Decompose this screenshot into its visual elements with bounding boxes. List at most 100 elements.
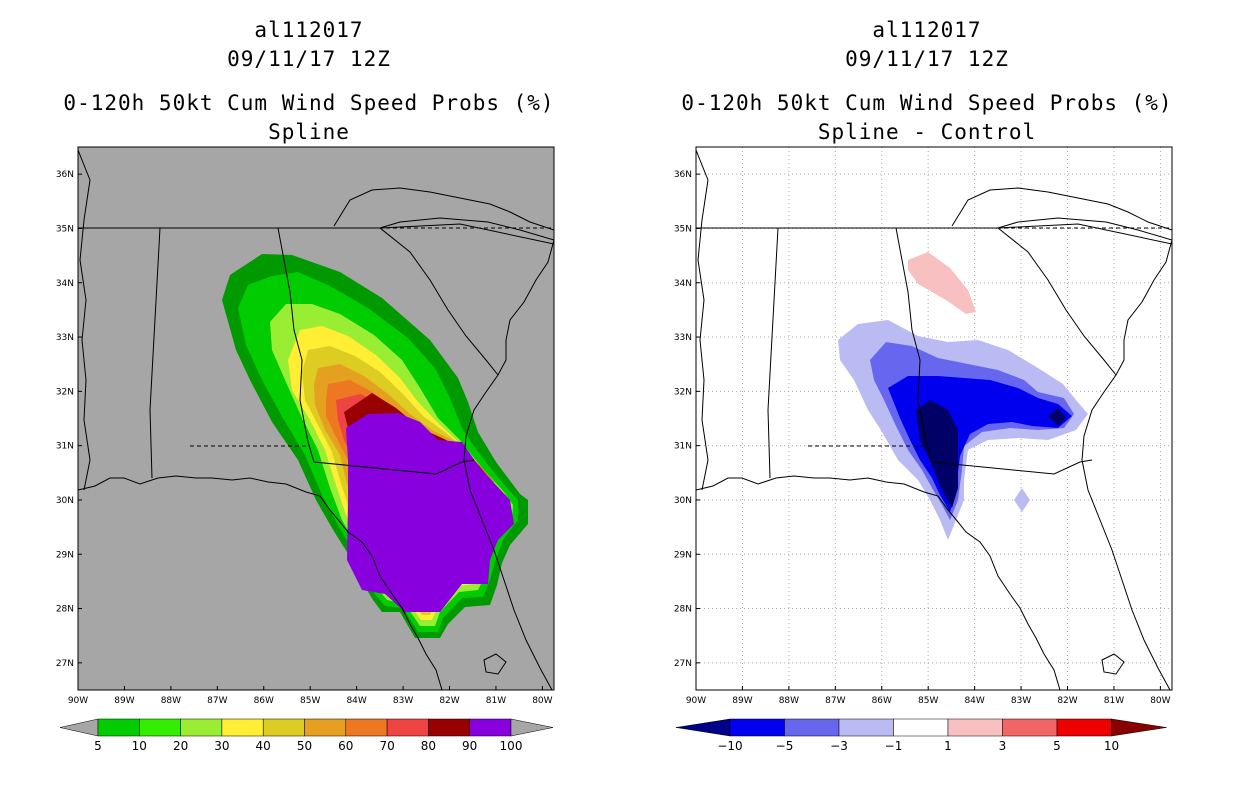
colorbar-label: −5	[776, 739, 794, 753]
colorbar-label: 100	[500, 739, 523, 753]
storm-id-title: al112017	[872, 18, 982, 42]
lon-label: 81W	[486, 696, 506, 706]
lat-label: 35N	[674, 224, 692, 234]
lat-label: 31N	[674, 442, 692, 452]
colorbar-difference: −10 −5 −3 −1 1 3 5 10	[675, 718, 1167, 753]
lon-label: 88W	[779, 696, 799, 706]
storm-id-title: al112017	[254, 18, 364, 42]
lat-axis-labels: 27N 28N 29N 30N 31N 32N 33N 34N 35N 36N	[56, 170, 82, 669]
colorbar-arrow-high	[1111, 718, 1167, 737]
lon-label: 80W	[1150, 696, 1170, 706]
state-line-nc	[997, 217, 1172, 241]
lat-label: 31N	[56, 442, 74, 452]
atlantic-coast	[1081, 239, 1172, 690]
lat-label: 33N	[674, 333, 692, 343]
lake-okeechobee	[1101, 653, 1125, 675]
lat-label: 35N	[56, 224, 74, 234]
state-line-al	[149, 227, 161, 479]
state-line-fl	[313, 459, 475, 475]
lon-label: 89W	[732, 696, 752, 706]
lat-label: 28N	[674, 605, 692, 615]
colorbar-label: 3	[999, 739, 1007, 753]
colorbar-swatch	[262, 718, 305, 737]
map-frame	[77, 146, 555, 691]
subtitle: Spline - Control	[817, 120, 1037, 144]
contour-positive-1	[908, 252, 976, 314]
colorbar-label: 70	[379, 739, 394, 753]
contour-neg-10	[916, 400, 958, 508]
colorbar-label: 10	[132, 739, 147, 753]
product-title: 0-120h 50kt Cum Wind Speed Probs (%)	[681, 91, 1173, 115]
colorbar-arrow-low	[59, 718, 99, 737]
lon-label: 87W	[207, 696, 227, 706]
colorbar-label: 80	[421, 739, 436, 753]
colorbar-swatch	[469, 718, 512, 737]
lat-label: 33N	[56, 333, 74, 343]
lon-label: 89W	[114, 696, 134, 706]
colorbar-swatch	[947, 718, 1003, 737]
colorbar-swatch	[729, 718, 785, 737]
lat-label: 27N	[674, 659, 692, 669]
lon-label: 86W	[872, 696, 892, 706]
mississippi-river	[696, 149, 709, 491]
subtitle: Spline	[268, 120, 350, 144]
lon-label: 85W	[918, 696, 938, 706]
sc-nc-coast	[333, 187, 554, 231]
panel-spline: al112017 09/11/17 12Z 0-120h 50kt Cum Wi…	[56, 18, 555, 753]
atlantic-coast	[463, 239, 554, 690]
colorbar-arrow-low	[675, 718, 731, 737]
lon-label: 90W	[686, 696, 706, 706]
lon-axis-labels: 90W 89W 88W 87W 86W 85W 84W 83W 82W 81W 80W	[686, 686, 1171, 706]
colorbar-swatch	[1002, 718, 1058, 737]
colorbar-label: 40	[256, 739, 271, 753]
colorbar-swatch	[838, 718, 894, 737]
colorbar-arrow-high	[510, 718, 554, 737]
lon-label: 84W	[346, 696, 366, 706]
lat-label: 30N	[56, 496, 74, 506]
lat-axis-labels: 27N 28N 29N 30N 31N 32N 33N 34N 35N 36N	[674, 170, 700, 669]
colorbar-label: −3	[830, 739, 848, 753]
colorbar-swatch	[304, 718, 347, 737]
lat-label: 29N	[674, 550, 692, 560]
datetime-title: 09/11/17 12Z	[845, 47, 1009, 71]
panel-spline-minus-control: al112017 09/11/17 12Z 0-120h 50kt Cum Wi…	[618, 0, 1236, 800]
sc-nc-coast	[951, 187, 1172, 231]
colorbar-swatch	[1056, 718, 1112, 737]
lat-label: 27N	[56, 659, 74, 669]
lat-label: 36N	[56, 170, 74, 180]
lat-label: 36N	[674, 170, 692, 180]
mississippi-river	[78, 149, 91, 491]
datetime-title: 09/11/17 12Z	[227, 47, 391, 71]
colorbar-label: 1	[944, 739, 952, 753]
colorbar-label: 30	[214, 739, 229, 753]
contour-neg-1-dot	[1014, 488, 1030, 512]
colorbar-swatch	[345, 718, 388, 737]
lat-lon-grid	[696, 147, 1172, 690]
colorbar-label: 90	[462, 739, 477, 753]
state-line-al	[767, 227, 779, 479]
lake-okeechobee	[483, 653, 507, 675]
map-figure-spline: 27N 28N 29N 30N 31N 32N 33N 34N 35N 36N 90W 89W 88W…	[56, 146, 555, 753]
state-line-ga-sc	[379, 227, 499, 376]
map-frame	[695, 146, 1173, 691]
state-line-ga-al	[895, 227, 933, 463]
colorbar-label: 50	[297, 739, 312, 753]
coastline	[78, 475, 443, 690]
lon-label: 80W	[532, 696, 552, 706]
coastline	[696, 475, 1061, 690]
colorbar-swatch	[221, 718, 264, 737]
colorbar-swatch	[784, 718, 840, 737]
lon-label: 87W	[825, 696, 845, 706]
colorbar-swatch	[893, 718, 949, 737]
lon-label: 84W	[964, 696, 984, 706]
colorbar-label: 5	[1053, 739, 1061, 753]
lat-label: 34N	[56, 279, 74, 289]
colorbar-swatch	[180, 718, 223, 737]
state-line-fl	[931, 459, 1093, 475]
colorbar-label: −10	[717, 739, 742, 753]
contour-90-100	[346, 413, 514, 612]
lon-label: 83W	[1011, 696, 1031, 706]
lat-label: 32N	[674, 387, 692, 397]
lon-label: 88W	[161, 696, 181, 706]
colorbar-label: 10	[1104, 739, 1119, 753]
